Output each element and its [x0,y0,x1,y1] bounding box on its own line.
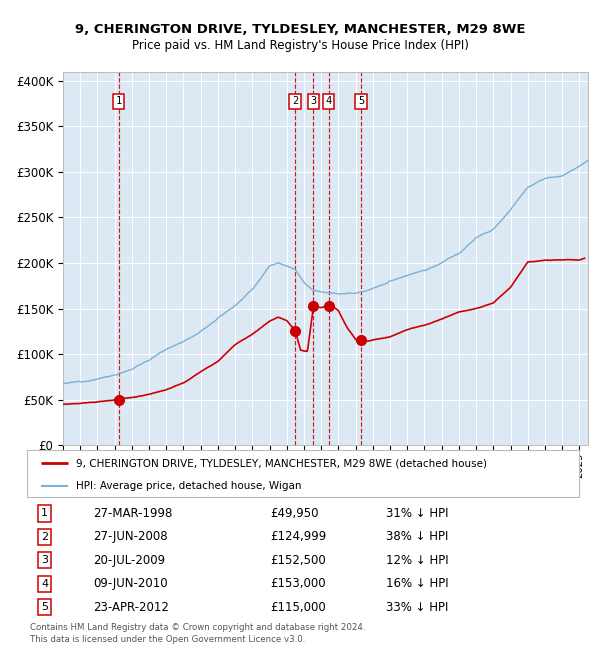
Text: £49,950: £49,950 [270,507,319,520]
Text: 4: 4 [326,96,332,107]
Text: HPI: Average price, detached house, Wigan: HPI: Average price, detached house, Wiga… [76,480,301,491]
Text: 33% ↓ HPI: 33% ↓ HPI [386,601,448,614]
Text: £152,500: £152,500 [270,554,326,567]
Text: 27-JUN-2008: 27-JUN-2008 [93,530,168,543]
Text: 23-APR-2012: 23-APR-2012 [93,601,169,614]
Text: 9, CHERINGTON DRIVE, TYLDESLEY, MANCHESTER, M29 8WE: 9, CHERINGTON DRIVE, TYLDESLEY, MANCHEST… [75,23,525,36]
Text: 9, CHERINGTON DRIVE, TYLDESLEY, MANCHESTER, M29 8WE (detached house): 9, CHERINGTON DRIVE, TYLDESLEY, MANCHEST… [76,458,487,468]
Text: £153,000: £153,000 [270,577,326,590]
Text: 5: 5 [358,96,364,107]
Text: 16% ↓ HPI: 16% ↓ HPI [386,577,448,590]
Text: 3: 3 [41,555,48,566]
Text: 20-JUL-2009: 20-JUL-2009 [93,554,166,567]
Text: This data is licensed under the Open Government Licence v3.0.: This data is licensed under the Open Gov… [30,634,305,644]
Text: 31% ↓ HPI: 31% ↓ HPI [386,507,448,520]
Text: 38% ↓ HPI: 38% ↓ HPI [386,530,448,543]
Text: Contains HM Land Registry data © Crown copyright and database right 2024.: Contains HM Land Registry data © Crown c… [30,623,365,632]
Text: 2: 2 [41,532,48,542]
Text: £124,999: £124,999 [270,530,326,543]
Text: Price paid vs. HM Land Registry's House Price Index (HPI): Price paid vs. HM Land Registry's House … [131,39,469,52]
Text: 1: 1 [41,508,48,519]
Text: 2: 2 [292,96,298,107]
Text: 09-JUN-2010: 09-JUN-2010 [93,577,168,590]
Text: £115,000: £115,000 [270,601,326,614]
Text: 12% ↓ HPI: 12% ↓ HPI [386,554,448,567]
Text: 27-MAR-1998: 27-MAR-1998 [93,507,173,520]
Text: 4: 4 [41,578,48,589]
Text: 3: 3 [310,96,317,107]
Text: 1: 1 [115,96,122,107]
Text: 5: 5 [41,602,48,612]
